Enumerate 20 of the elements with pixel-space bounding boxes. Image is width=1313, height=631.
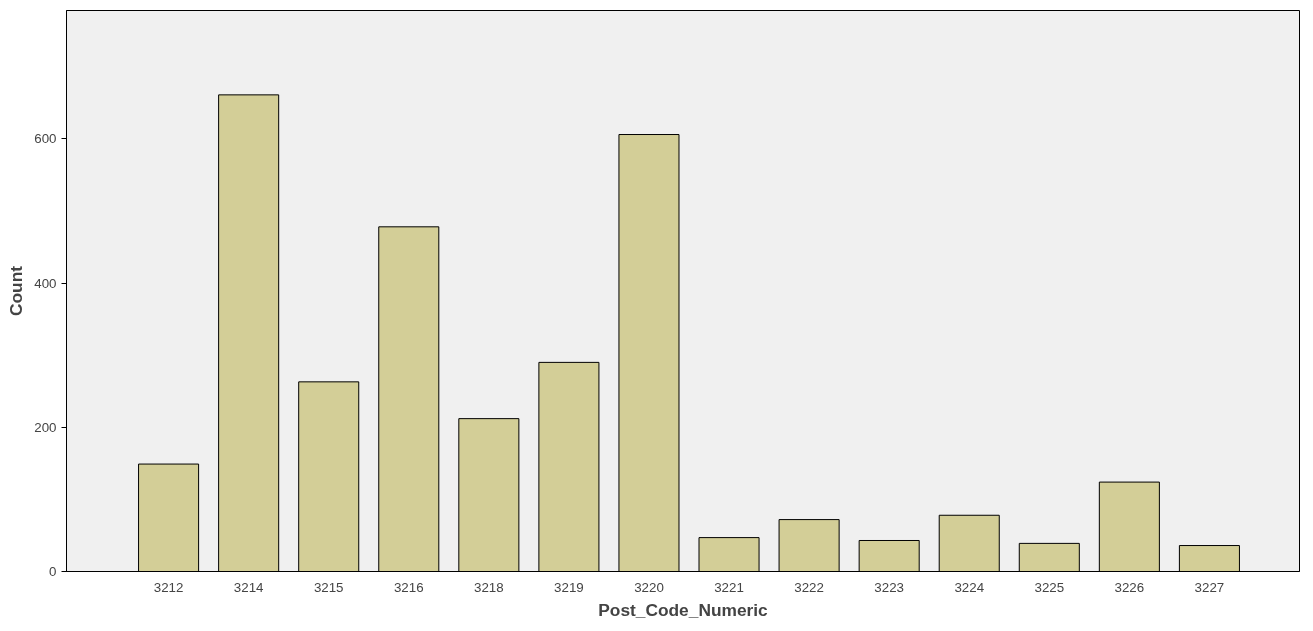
x-tick-label: 3227 (1194, 579, 1225, 595)
x-tick-label: 3224 (954, 579, 985, 595)
x-tick-label: 3222 (794, 579, 824, 595)
x-tick-label: 3215 (313, 579, 344, 595)
x-tick-label: 3216 (393, 579, 424, 595)
x-tick-label: 3220 (634, 579, 664, 595)
x-tick-label: 3225 (1034, 579, 1065, 595)
y-tick-label: 600 (34, 131, 57, 147)
x-tick-label: 3218 (474, 579, 504, 595)
x-tick-label: 3214 (233, 579, 265, 595)
y-axis-title: Count (6, 265, 27, 317)
x-tick-label: 3219 (554, 579, 584, 595)
y-tick-label: 400 (34, 275, 57, 291)
x-tick-label: 3226 (1114, 579, 1145, 595)
x-tick-label: 3221 (714, 579, 744, 595)
y-tick-label: 200 (34, 419, 57, 435)
x-axis-title: Post_Code_Numeric (598, 599, 769, 620)
x-tick-label: 3212 (153, 579, 184, 595)
x-tick-label: 3223 (874, 579, 904, 595)
y-tick-label: 0 (49, 564, 57, 579)
